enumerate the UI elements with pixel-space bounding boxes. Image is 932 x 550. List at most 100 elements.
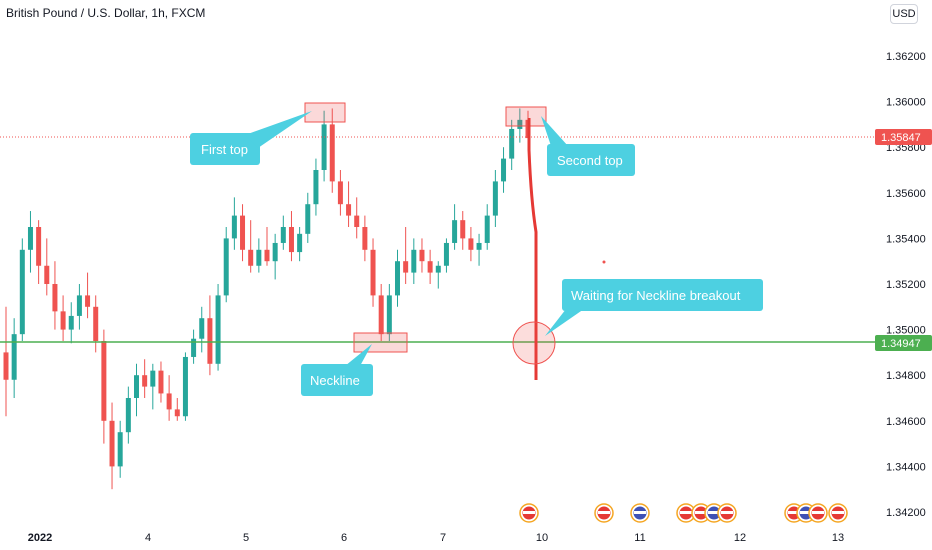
candle: [337, 170, 343, 216]
candle-body: [150, 370, 156, 387]
x-tick-label: 5: [243, 532, 249, 544]
candle-body: [85, 295, 91, 307]
candle: [199, 306, 205, 353]
candle-body: [460, 220, 466, 239]
candle-body: [468, 238, 474, 250]
y-tick-label: 1.34400: [886, 461, 926, 473]
candle: [509, 119, 515, 170]
candle-body: [288, 227, 294, 253]
candle-body: [329, 124, 335, 182]
candle-body: [378, 295, 384, 335]
candle: [346, 181, 352, 227]
candle: [117, 420, 123, 478]
candle: [305, 192, 311, 243]
candle: [11, 318, 17, 398]
currency-button[interactable]: USD: [890, 4, 918, 24]
candle: [443, 238, 449, 273]
candle: [264, 227, 270, 266]
second-top-box: [505, 106, 547, 127]
candle-body: [142, 375, 148, 387]
candle-body: [427, 261, 433, 273]
x-tick-label: 10: [536, 532, 548, 544]
candle: [215, 284, 221, 371]
first-top-box: [304, 102, 346, 123]
candle: [395, 249, 400, 307]
candle-body: [386, 295, 392, 335]
candle: [60, 295, 66, 341]
candle-body: [44, 265, 50, 284]
candle-body: [93, 306, 99, 341]
x-tick-label: 11: [634, 532, 645, 544]
event-icon: [519, 503, 539, 523]
candle-body: [101, 341, 107, 421]
candle: [403, 227, 409, 284]
candle-body: [191, 338, 197, 357]
candle: [85, 272, 91, 319]
projection-path: [527, 118, 538, 380]
candle-body: [240, 215, 246, 250]
event-icon: [717, 503, 737, 523]
event-icon: [828, 503, 848, 523]
candle-body: [27, 227, 33, 250]
x-tick-label: 7: [440, 532, 446, 544]
first-top-label: First top: [201, 142, 248, 157]
neckline-callout[interactable]: Neckline: [301, 344, 373, 396]
x-tick-label: 4: [145, 532, 151, 544]
candle: [68, 302, 74, 344]
candle-body: [305, 204, 311, 234]
candle: [207, 295, 213, 376]
candle: [134, 363, 139, 417]
candle: [378, 284, 384, 341]
candle: [3, 306, 9, 417]
y-tick-label: 1.35000: [886, 325, 926, 337]
candle: [248, 220, 254, 273]
candle-body: [362, 227, 368, 250]
event-icon: [630, 503, 650, 523]
event-icon: [594, 503, 614, 523]
candle: [223, 227, 229, 303]
event-icon: [808, 503, 828, 523]
price-axis[interactable]: 1.34200 1.34400 1.34600 1.34800 1.35000 1.352…: [886, 51, 926, 519]
y-tick-label: 1.36000: [886, 97, 926, 109]
candle-body: [166, 393, 172, 410]
x-tick-label: 6: [341, 532, 347, 544]
candle-body: [509, 128, 515, 159]
candle: [125, 386, 131, 444]
candle: [386, 284, 392, 341]
candle-body: [395, 261, 400, 296]
candle-body: [313, 170, 319, 205]
chart-title: British Pound / U.S. Dollar, 1h, FXCM: [6, 6, 206, 20]
first-top-callout[interactable]: First top: [190, 110, 312, 165]
candle-body: [125, 398, 131, 433]
candle: [101, 329, 107, 444]
candle-body: [215, 295, 221, 364]
candle: [484, 204, 490, 250]
candle: [231, 197, 237, 250]
candle: [52, 261, 58, 330]
candle-body: [264, 249, 270, 262]
candle: [354, 197, 360, 239]
candle-body: [443, 242, 449, 266]
second-top-callout[interactable]: Second top: [541, 116, 635, 176]
neckline-price-tag: 1.34947: [875, 335, 932, 351]
candle: [362, 215, 368, 262]
candle: [435, 261, 441, 289]
callouts: First top Second top Neckline Waiting fo…: [190, 110, 763, 396]
y-tick-label: 1.35600: [886, 188, 926, 200]
candle-body: [297, 233, 303, 253]
svg-text:1.34947: 1.34947: [881, 338, 921, 350]
candle-body: [272, 242, 278, 262]
marker-dot: [602, 260, 606, 264]
candle-body: [174, 409, 180, 417]
time-axis[interactable]: 2022 4 5 6 7 10 11 12 13: [28, 532, 844, 544]
candle-body: [492, 181, 498, 216]
candle-body: [256, 249, 262, 266]
candlestick-series: [3, 108, 531, 490]
waiting-callout[interactable]: Waiting for Neckline breakout: [545, 279, 763, 336]
candle-body: [11, 334, 17, 380]
candle: [411, 238, 417, 284]
candle-body: [517, 119, 523, 129]
drawing-shapes: [304, 102, 606, 380]
candle-body: [484, 215, 490, 243]
